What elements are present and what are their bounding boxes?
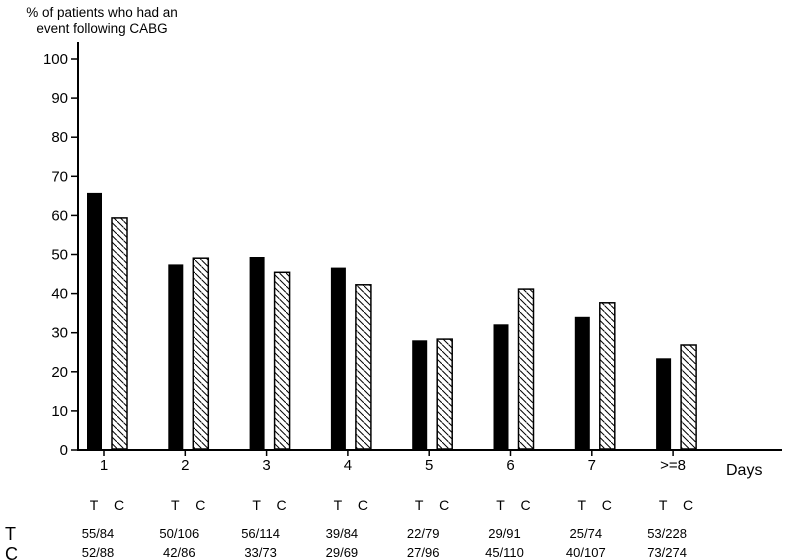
pair-header-T-day-3: T xyxy=(252,497,261,513)
bar-T-day-6 xyxy=(493,324,509,449)
pair-header-T-day-7: T xyxy=(578,497,587,513)
pair-header-C-day-2: C xyxy=(195,497,205,513)
y-tick-label-40: 40 xyxy=(51,286,68,303)
pair-header-T-day-5: T xyxy=(415,497,424,513)
pair-header-C-day-7: C xyxy=(602,497,612,513)
pair-header-C-day-6: C xyxy=(520,497,530,513)
pair-header-T-day-6: T xyxy=(496,497,505,513)
bar-T-day->=8 xyxy=(656,358,672,449)
y-tick-label-70: 70 xyxy=(51,168,68,185)
pair-header-C-day-5: C xyxy=(439,497,449,513)
count-C-day-5: 27/96 xyxy=(407,545,440,560)
y-tick-label-100: 100 xyxy=(43,51,68,68)
day-label-7: 7 xyxy=(588,457,596,474)
count-T-day-1: 55/84 xyxy=(82,526,115,541)
pair-header-T-day-1: T xyxy=(90,497,99,513)
count-T-day->=8: 53/228 xyxy=(647,526,687,541)
y-tick-label-90: 90 xyxy=(51,90,68,107)
count-C-day-1: 52/88 xyxy=(82,545,115,560)
count-T-day-6: 29/91 xyxy=(488,526,521,541)
y-tick-label-50: 50 xyxy=(51,247,68,264)
bar-C-day-5 xyxy=(436,338,453,450)
count-row-label-T: T xyxy=(5,524,16,544)
count-C-day-6: 45/110 xyxy=(485,545,524,560)
count-T-day-2: 50/106 xyxy=(159,526,199,541)
bar-C-day-1 xyxy=(111,217,128,450)
y-tick-label-80: 80 xyxy=(51,129,68,146)
day-label-4: 4 xyxy=(344,457,352,474)
count-row-label-C: C xyxy=(5,544,18,560)
bar-C-day-4 xyxy=(355,284,372,450)
count-T-day-7: 25/74 xyxy=(570,526,603,541)
day-label-3: 3 xyxy=(262,457,270,474)
bar-C-day-3 xyxy=(273,271,291,450)
pair-header-T-day-2: T xyxy=(171,497,180,513)
day-label->=8: >=8 xyxy=(660,457,686,474)
day-label-6: 6 xyxy=(506,457,514,474)
y-tick-label-0: 0 xyxy=(60,442,68,459)
bar-T-day-5 xyxy=(412,340,428,449)
x-axis-label: Days xyxy=(726,462,763,479)
bar-T-day-2 xyxy=(168,264,184,449)
bar-T-day-4 xyxy=(330,267,346,449)
bar-C-day-2 xyxy=(192,257,210,450)
y-tick-label-10: 10 xyxy=(51,403,68,420)
bar-C-day->=8 xyxy=(680,344,697,450)
count-C-day-7: 40/107 xyxy=(566,545,606,560)
bar-T-day-1 xyxy=(87,192,102,449)
count-C-day-4: 29/69 xyxy=(326,545,359,560)
count-C-day->=8: 73/274 xyxy=(647,545,687,560)
bar-C-day-7 xyxy=(599,302,616,450)
pair-header-T-day-4: T xyxy=(334,497,343,513)
pair-header-C-day-4: C xyxy=(358,497,368,513)
pair-header-C-day->=8: C xyxy=(683,497,693,513)
count-C-day-3: 33/73 xyxy=(244,545,277,560)
day-label-1: 1 xyxy=(100,457,108,474)
day-label-2: 2 xyxy=(181,457,189,474)
bar-T-day-3 xyxy=(249,257,265,449)
bar-C-day-6 xyxy=(517,288,535,450)
y-tick-label-30: 30 xyxy=(51,325,68,342)
count-T-day-3: 56/114 xyxy=(241,526,280,541)
chart-title: % of patients who had an event following… xyxy=(26,5,178,36)
bar-T-day-7 xyxy=(574,316,590,449)
pair-header-C-day-3: C xyxy=(277,497,287,513)
count-T-day-5: 22/79 xyxy=(407,526,440,541)
y-tick-label-60: 60 xyxy=(51,207,68,224)
pair-header-C-day-1: C xyxy=(114,497,124,513)
day-label-5: 5 xyxy=(425,457,433,474)
y-tick-label-20: 20 xyxy=(51,364,68,381)
count-T-day-4: 39/84 xyxy=(326,526,359,541)
pair-header-T-day->=8: T xyxy=(659,497,668,513)
count-C-day-2: 42/86 xyxy=(163,545,196,560)
